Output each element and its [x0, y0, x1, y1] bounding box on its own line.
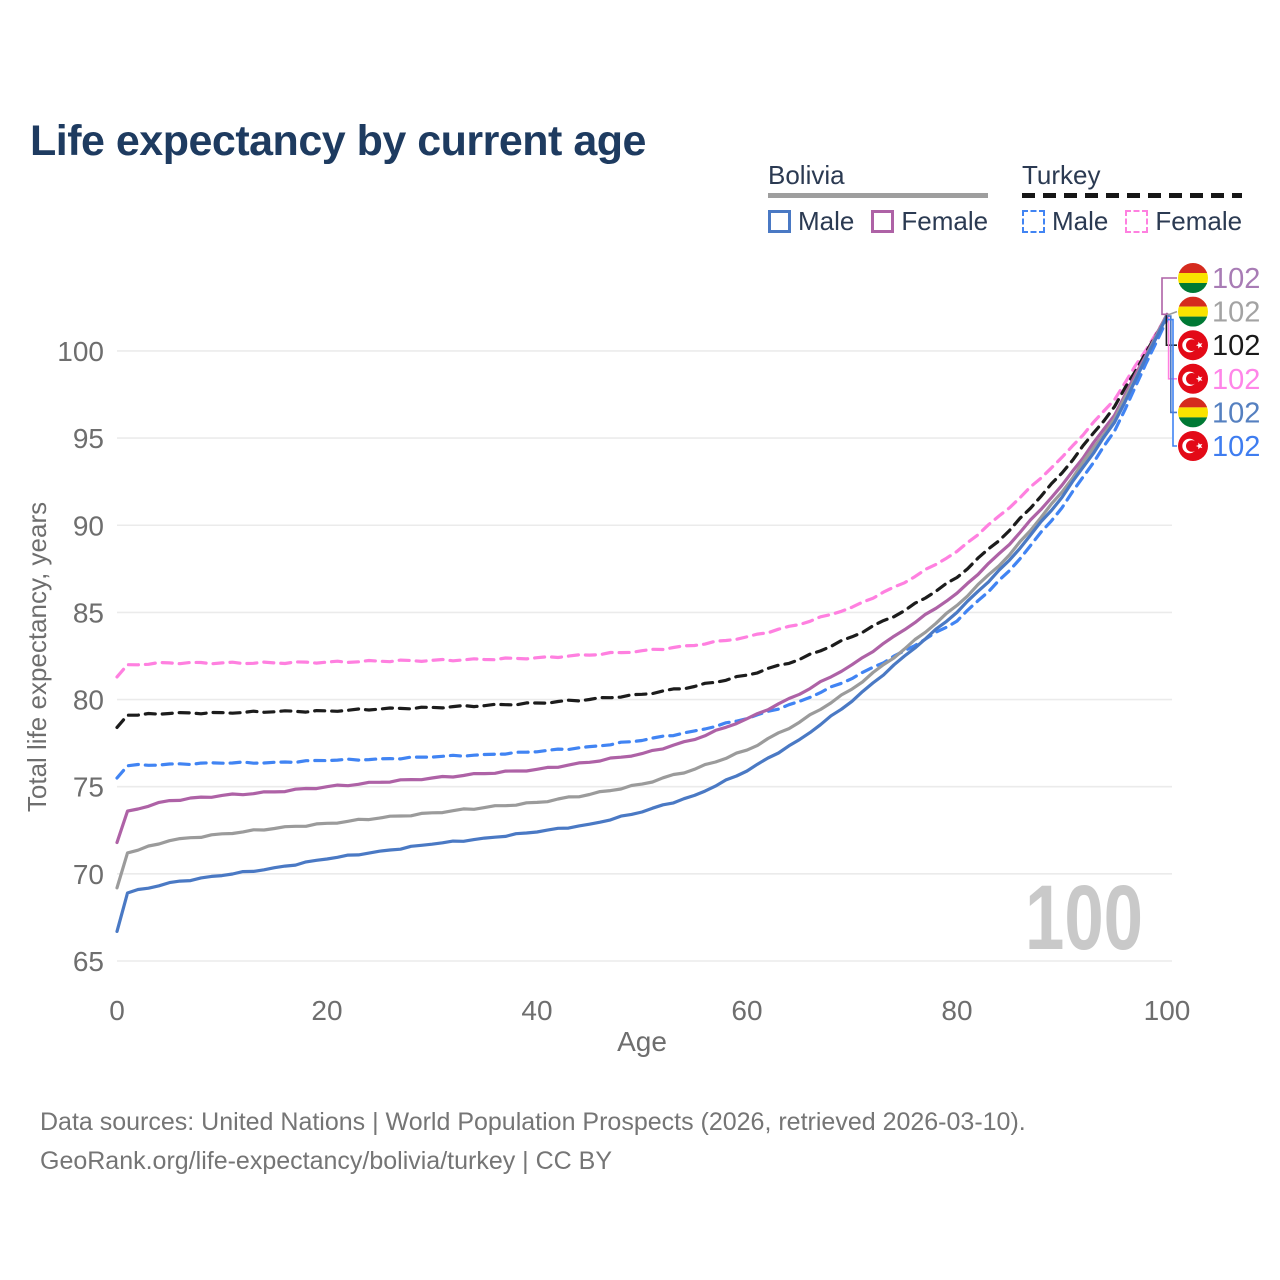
series-line-bolivia-both[interactable]	[115, 313, 1169, 890]
legend-country-turkey[interactable]: Turkey	[1022, 160, 1243, 198]
legend-country-label: Turkey	[1022, 160, 1101, 190]
legend-country-label: Bolivia	[768, 160, 845, 190]
series-line-turkey-both[interactable]	[115, 314, 1169, 729]
x-tick-label: 0	[109, 995, 125, 1026]
end-value-label-bolivia-female: 102	[1212, 263, 1260, 295]
legend-item-turkey-male[interactable]: Male	[1022, 206, 1108, 237]
x-tick-label: 20	[311, 995, 342, 1026]
legend-group-bolivia: Bolivia Male Female	[768, 160, 989, 237]
y-tick-label: 90	[73, 510, 104, 541]
series-line-turkey-male[interactable]	[115, 318, 1169, 780]
y-tick-label: 70	[73, 859, 104, 890]
y-tick-label: 80	[73, 685, 104, 716]
callout-connector	[1161, 277, 1177, 316]
x-axis-title: Age	[617, 1026, 667, 1057]
legend-item-label: Male	[1052, 205, 1109, 236]
legend-item-turkey-female[interactable]: Female	[1125, 206, 1242, 237]
end-value-label-turkey-both: 102	[1212, 330, 1260, 362]
end-value-label-turkey-female: 102	[1212, 364, 1260, 396]
bolivia-female-swatch-icon	[871, 209, 895, 233]
turkey-female-swatch-icon	[1125, 209, 1149, 233]
age-counter-watermark: 100	[1025, 867, 1143, 969]
y-tick-label: 95	[73, 423, 104, 454]
bolivia-flag-icon	[1178, 397, 1208, 428]
legend-country-bolivia[interactable]: Bolivia	[768, 160, 989, 198]
bolivia-flag-icon	[1178, 296, 1208, 327]
series-line-bolivia-female[interactable]	[115, 312, 1169, 845]
y-tick-label: 85	[73, 597, 104, 628]
end-value-label-bolivia-male: 102	[1212, 397, 1260, 429]
turkey-flag-icon	[1178, 431, 1208, 461]
bolivia-flag-icon	[1178, 263, 1208, 293]
x-tick-label: 60	[731, 995, 762, 1026]
legend-item-label: Female	[1155, 205, 1243, 236]
bolivia-line-style-sample	[768, 192, 989, 198]
y-tick-label: 65	[73, 946, 104, 977]
turkey-flag-icon	[1178, 363, 1208, 394]
callout-connector	[1167, 315, 1177, 414]
turkey-male-swatch-icon	[1022, 209, 1045, 233]
x-tick-label: 40	[521, 995, 552, 1026]
legend-item-bolivia-female[interactable]: Female	[871, 206, 988, 237]
x-tick-label: 100	[1144, 995, 1191, 1026]
callout-connector	[1167, 315, 1177, 380]
legend-item-bolivia-male[interactable]: Male	[768, 206, 854, 237]
end-value-label-turkey-male: 102	[1212, 431, 1260, 463]
callout-connector	[1167, 318, 1177, 447]
attribution-footer: Data sources: United Nations | World Pop…	[40, 1103, 1026, 1181]
turkey-line-style-sample	[1022, 192, 1243, 198]
legend-group-turkey: Turkey Male Female	[1022, 160, 1243, 237]
source-url-line: GeoRank.org/life-expectancy/bolivia/turk…	[40, 1147, 613, 1175]
y-tick-label: 100	[57, 336, 104, 367]
legend-item-label: Female	[901, 205, 989, 236]
end-value-label-bolivia-both: 102	[1212, 297, 1260, 329]
callout-connector	[1165, 315, 1177, 346]
page-title: Life expectancy by current age	[30, 116, 646, 165]
series-line-turkey-female[interactable]	[115, 314, 1169, 679]
series-line-bolivia-male[interactable]	[115, 314, 1169, 933]
y-tick-label: 75	[73, 772, 104, 803]
bolivia-male-swatch-icon	[768, 209, 791, 233]
x-tick-label: 80	[941, 995, 972, 1026]
callout-connector	[1166, 310, 1178, 316]
y-axis-title: Total life expectancy, years	[22, 502, 52, 812]
turkey-flag-icon	[1178, 330, 1208, 361]
legend-item-label: Male	[798, 205, 855, 236]
data-source-line: Data sources: United Nations | World Pop…	[40, 1108, 1026, 1136]
